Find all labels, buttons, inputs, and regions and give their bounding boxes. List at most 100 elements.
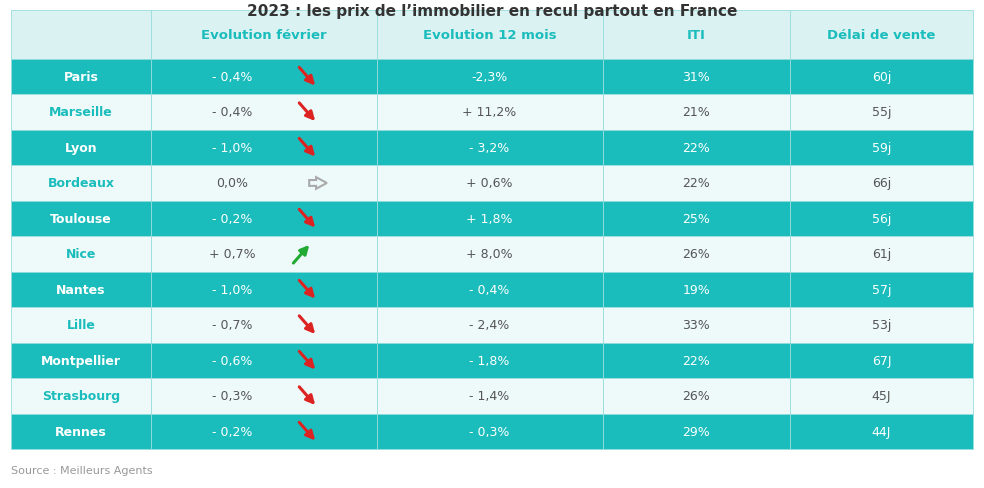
Text: - 0,4%: - 0,4% xyxy=(212,106,252,119)
Text: 25%: 25% xyxy=(682,213,710,225)
Text: 33%: 33% xyxy=(683,319,710,332)
FancyBboxPatch shape xyxy=(790,414,973,449)
Text: - 0,3%: - 0,3% xyxy=(212,389,252,403)
FancyBboxPatch shape xyxy=(151,130,377,166)
FancyBboxPatch shape xyxy=(151,414,377,449)
Text: Délai de vente: Délai de vente xyxy=(828,29,936,42)
Text: 53j: 53j xyxy=(872,319,892,332)
FancyBboxPatch shape xyxy=(602,201,790,237)
FancyBboxPatch shape xyxy=(790,343,973,378)
FancyBboxPatch shape xyxy=(11,95,151,130)
FancyBboxPatch shape xyxy=(602,166,790,201)
FancyBboxPatch shape xyxy=(790,272,973,307)
Text: Toulouse: Toulouse xyxy=(50,213,112,225)
Text: Paris: Paris xyxy=(64,71,98,84)
Text: 0,0%: 0,0% xyxy=(215,177,248,190)
FancyBboxPatch shape xyxy=(790,130,973,166)
FancyBboxPatch shape xyxy=(151,11,377,60)
Text: - 1,0%: - 1,0% xyxy=(212,142,252,155)
FancyBboxPatch shape xyxy=(11,237,151,272)
Text: 61j: 61j xyxy=(872,248,892,261)
FancyBboxPatch shape xyxy=(790,60,973,95)
Text: 67J: 67J xyxy=(872,354,892,367)
FancyBboxPatch shape xyxy=(377,378,602,414)
Text: 22%: 22% xyxy=(683,177,710,190)
FancyBboxPatch shape xyxy=(602,11,790,60)
FancyBboxPatch shape xyxy=(377,307,602,343)
FancyBboxPatch shape xyxy=(151,201,377,237)
FancyBboxPatch shape xyxy=(377,60,602,95)
Text: - 3,2%: - 3,2% xyxy=(469,142,510,155)
FancyBboxPatch shape xyxy=(11,378,151,414)
Text: - 0,2%: - 0,2% xyxy=(212,425,252,438)
FancyBboxPatch shape xyxy=(602,414,790,449)
Text: + 11,2%: + 11,2% xyxy=(462,106,517,119)
FancyBboxPatch shape xyxy=(602,60,790,95)
Text: 22%: 22% xyxy=(683,142,710,155)
Text: Marseille: Marseille xyxy=(49,106,113,119)
Text: 2023 : les prix de l’immobilier en recul partout en France: 2023 : les prix de l’immobilier en recul… xyxy=(247,4,737,19)
Text: 26%: 26% xyxy=(683,389,710,403)
FancyBboxPatch shape xyxy=(602,272,790,307)
FancyBboxPatch shape xyxy=(151,237,377,272)
FancyBboxPatch shape xyxy=(377,130,602,166)
FancyBboxPatch shape xyxy=(11,307,151,343)
FancyBboxPatch shape xyxy=(151,343,377,378)
FancyBboxPatch shape xyxy=(11,11,151,60)
FancyBboxPatch shape xyxy=(11,166,151,201)
Text: 55j: 55j xyxy=(872,106,892,119)
FancyBboxPatch shape xyxy=(377,201,602,237)
Text: ITI: ITI xyxy=(687,29,706,42)
Text: 60j: 60j xyxy=(872,71,892,84)
Text: - 1,8%: - 1,8% xyxy=(469,354,510,367)
Text: + 0,6%: + 0,6% xyxy=(466,177,513,190)
Text: - 0,7%: - 0,7% xyxy=(212,319,252,332)
FancyBboxPatch shape xyxy=(11,130,151,166)
FancyBboxPatch shape xyxy=(151,272,377,307)
Text: - 0,4%: - 0,4% xyxy=(212,71,252,84)
Text: 59j: 59j xyxy=(872,142,892,155)
Text: 57j: 57j xyxy=(872,284,892,296)
Text: - 2,4%: - 2,4% xyxy=(469,319,510,332)
FancyBboxPatch shape xyxy=(11,272,151,307)
FancyBboxPatch shape xyxy=(151,95,377,130)
Text: 44J: 44J xyxy=(872,425,892,438)
FancyBboxPatch shape xyxy=(151,378,377,414)
FancyBboxPatch shape xyxy=(377,95,602,130)
FancyBboxPatch shape xyxy=(602,237,790,272)
Text: 66j: 66j xyxy=(872,177,892,190)
Text: - 0,4%: - 0,4% xyxy=(469,284,510,296)
FancyBboxPatch shape xyxy=(790,166,973,201)
FancyBboxPatch shape xyxy=(11,343,151,378)
FancyBboxPatch shape xyxy=(377,343,602,378)
Text: -2,3%: -2,3% xyxy=(471,71,508,84)
FancyBboxPatch shape xyxy=(377,237,602,272)
FancyBboxPatch shape xyxy=(790,307,973,343)
Text: + 0,7%: + 0,7% xyxy=(209,248,255,261)
FancyBboxPatch shape xyxy=(790,95,973,130)
FancyBboxPatch shape xyxy=(790,11,973,60)
Text: 56j: 56j xyxy=(872,213,892,225)
FancyBboxPatch shape xyxy=(377,272,602,307)
FancyBboxPatch shape xyxy=(11,201,151,237)
Text: 19%: 19% xyxy=(683,284,710,296)
FancyBboxPatch shape xyxy=(377,414,602,449)
FancyBboxPatch shape xyxy=(11,414,151,449)
Text: Nice: Nice xyxy=(66,248,96,261)
FancyBboxPatch shape xyxy=(11,60,151,95)
Text: Evolution février: Evolution février xyxy=(201,29,327,42)
Text: Montpellier: Montpellier xyxy=(41,354,121,367)
FancyBboxPatch shape xyxy=(602,343,790,378)
Text: 31%: 31% xyxy=(683,71,710,84)
Text: - 0,6%: - 0,6% xyxy=(212,354,252,367)
Text: 22%: 22% xyxy=(683,354,710,367)
FancyBboxPatch shape xyxy=(377,11,602,60)
Text: Rennes: Rennes xyxy=(55,425,107,438)
Text: - 0,2%: - 0,2% xyxy=(212,213,252,225)
Text: 21%: 21% xyxy=(683,106,710,119)
Text: Evolution 12 mois: Evolution 12 mois xyxy=(423,29,556,42)
FancyBboxPatch shape xyxy=(377,166,602,201)
Text: Lille: Lille xyxy=(67,319,95,332)
FancyBboxPatch shape xyxy=(602,130,790,166)
FancyBboxPatch shape xyxy=(790,378,973,414)
